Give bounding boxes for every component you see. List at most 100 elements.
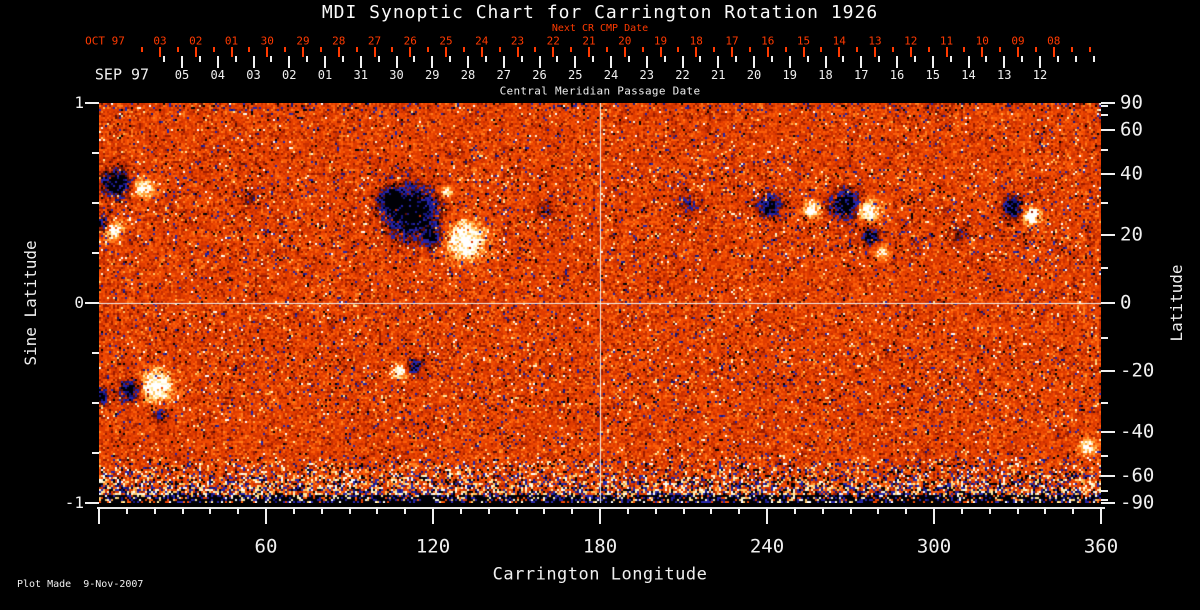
cmp-major-tick <box>717 56 720 68</box>
next-cr-minor-tick <box>677 47 680 52</box>
next-cr-major-tick <box>266 47 269 57</box>
bottom-axis-tick-label: 360 <box>1083 535 1119 558</box>
right-axis-tick-label: -40 <box>1120 420 1155 443</box>
next-cr-major-tick <box>766 47 769 57</box>
next-cr-major-tick <box>588 47 590 57</box>
cmp-axis-title: Central Meridian Passage Date <box>499 84 701 98</box>
cmp-minor-tick <box>234 56 237 62</box>
left-axis-tick <box>92 152 99 154</box>
next-cr-minor-tick <box>391 47 394 52</box>
cmp-minor-tick <box>878 56 881 62</box>
left-axis-tick <box>92 402 99 404</box>
cmp-date-label: 13 <box>997 68 1012 82</box>
bottom-axis-tick <box>432 507 434 524</box>
next-cr-date-label: 29 <box>296 34 310 48</box>
cmp-minor-tick <box>556 56 559 62</box>
left-axis-tick <box>92 352 99 354</box>
next-cr-minor-tick <box>713 47 716 52</box>
right-axis-tick <box>1101 402 1108 404</box>
bottom-axis-tick <box>710 507 713 514</box>
next-cr-major-tick <box>1052 47 1055 57</box>
cmp-date-label: 16 <box>889 68 905 82</box>
left-axis-tick-label: 0 <box>74 293 84 312</box>
next-cr-date-label: 21 <box>582 34 596 48</box>
next-cr-date-label: 11 <box>939 34 954 48</box>
right-axis-tick-label: 90 <box>1120 91 1143 114</box>
next-cr-date-label: 28 <box>332 34 346 48</box>
next-cr-major-tick <box>230 47 233 57</box>
bottom-axis-tick-label: 60 <box>254 535 278 558</box>
bottom-axis-tick <box>1044 507 1047 514</box>
cmp-minor-tick <box>413 56 416 62</box>
right-axis-tick-label: 0 <box>1120 291 1132 314</box>
cmp-date-label: 17 <box>854 68 869 82</box>
right-axis-tick-label: -90 <box>1120 491 1155 514</box>
next-cr-minor-tick <box>248 47 251 52</box>
right-axis-tick <box>1101 430 1115 433</box>
next-cr-minor-tick <box>927 47 930 52</box>
cmp-minor-tick <box>377 56 380 62</box>
next-cr-major-tick <box>909 47 912 57</box>
bottom-axis-tick <box>766 507 768 524</box>
next-cr-minor-tick <box>999 47 1002 52</box>
bottom-axis-tick <box>153 507 156 514</box>
bottom-axis-tick <box>125 507 128 514</box>
cmp-date-label: 19 <box>782 68 797 82</box>
cmp-major-tick <box>252 56 255 68</box>
right-axis-tick <box>1101 336 1108 339</box>
cmp-date-label: 02 <box>282 68 297 82</box>
bottom-axis-tick <box>348 507 351 514</box>
bottom-axis-line <box>97 507 1105 509</box>
right-axis-tick <box>1101 370 1115 373</box>
chart-title: MDI Synoptic Chart for Carrington Rotati… <box>321 2 879 23</box>
next-cr-month-label: OCT 97 <box>85 34 125 48</box>
next-cr-date-label: 30 <box>260 34 274 48</box>
right-axis-tick <box>1101 498 1108 501</box>
bottom-axis-tick <box>821 507 824 514</box>
cmp-minor-tick <box>1021 56 1024 62</box>
next-cr-major-tick <box>302 47 304 57</box>
cmp-minor-tick <box>1092 56 1095 62</box>
bottom-axis-tick-label: 240 <box>749 535 785 558</box>
cmp-major-tick <box>216 56 219 68</box>
cmp-minor-tick <box>341 56 344 62</box>
next-cr-minor-tick <box>820 47 823 52</box>
next-cr-major-tick <box>373 47 376 57</box>
bottom-axis-tick-label: 180 <box>582 535 618 558</box>
next-cr-minor-tick <box>1034 47 1037 52</box>
right-axis-tick <box>1101 233 1115 236</box>
left-axis-tick-label: -1 <box>64 493 84 512</box>
cmp-date-label: 25 <box>568 68 583 82</box>
right-axis-tick-label: -60 <box>1120 464 1155 487</box>
bottom-axis-tick <box>988 507 991 514</box>
left-axis-title: Sine Latitude <box>21 240 40 366</box>
next-cr-date-label: 22 <box>546 34 560 48</box>
right-axis-tick <box>1101 173 1115 176</box>
next-cr-minor-tick <box>748 47 751 52</box>
cmp-major-tick <box>324 56 326 68</box>
next-cr-major-tick <box>981 47 984 57</box>
cmp-minor-tick <box>592 56 595 62</box>
bottom-axis-tick <box>849 507 852 514</box>
bottom-axis-tick <box>487 507 490 514</box>
cmp-major-tick <box>359 56 362 68</box>
bottom-axis-tick <box>599 507 601 524</box>
left-axis-tick-label: 1 <box>74 93 84 112</box>
right-axis-tick <box>1101 202 1108 204</box>
next-cr-major-tick <box>874 47 876 57</box>
cmp-major-tick <box>860 56 863 68</box>
next-cr-minor-tick <box>784 47 787 52</box>
next-cr-date-label: 27 <box>367 34 382 48</box>
next-cr-date-label: 25 <box>439 34 453 48</box>
next-cr-minor-tick <box>319 47 322 52</box>
next-cr-date-label: 14 <box>832 34 846 48</box>
next-cr-date-label: 10 <box>975 34 989 48</box>
next-cr-date-label: 12 <box>904 34 918 48</box>
cmp-minor-tick <box>520 56 523 62</box>
right-axis-tick <box>1101 102 1115 104</box>
next-cr-minor-tick <box>176 47 179 52</box>
bottom-axis-tick <box>209 507 212 514</box>
cmp-minor-tick <box>913 56 916 62</box>
right-axis-tick-label: -20 <box>1120 359 1155 382</box>
